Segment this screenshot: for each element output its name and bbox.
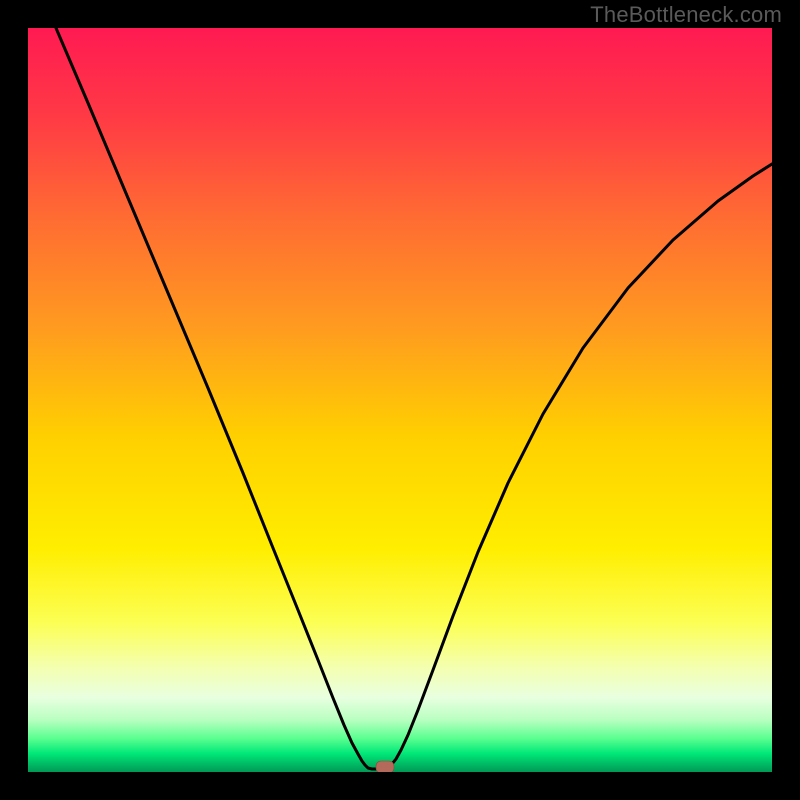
plot-background [28, 28, 772, 772]
watermark-label: TheBottleneck.com [590, 2, 782, 28]
plot-area [28, 28, 772, 772]
bottleneck-chart-svg [28, 28, 772, 772]
chart-frame: TheBottleneck.com [0, 0, 800, 800]
optimal-point-marker [376, 761, 394, 772]
